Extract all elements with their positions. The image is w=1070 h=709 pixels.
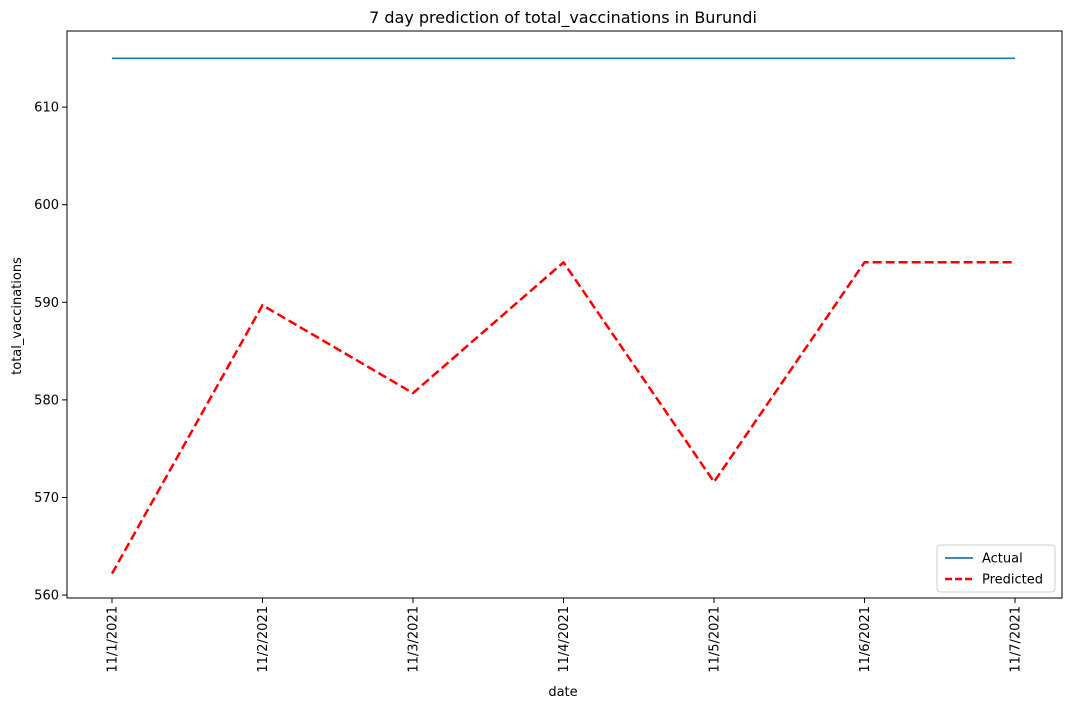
x-tick-label: 11/4/2021 [557,606,572,673]
y-axis-label: total_vaccinations [10,257,25,375]
y-tick-label: 600 [34,198,59,213]
y-axis: 560 570 580 590 600 610 [34,101,67,604]
legend: Actual Predicted [936,544,1056,593]
y-tick-label: 580 [34,393,59,408]
legend-label-actual: Actual [982,552,1023,567]
x-tick-label: 11/6/2021 [858,606,873,673]
x-tick-label: 11/1/2021 [106,606,121,673]
plot-area-frame [66,30,1063,599]
legend-label-predicted: Predicted [982,573,1043,588]
x-axis: 11/1/2021 11/2/2021 11/3/2021 11/4/2021 11/5… [106,598,1024,673]
x-axis-label: date [548,685,577,700]
y-tick-label: 570 [34,491,59,506]
x-tick-label: 11/7/2021 [1009,606,1024,673]
series-layer [110,57,1015,575]
series-line-predicted [110,261,1015,575]
y-tick-label: 610 [34,101,59,116]
x-tick-label: 11/5/2021 [708,606,723,673]
chart-title: 7 day prediction of total_vaccinations i… [369,8,757,28]
y-tick-label: 560 [34,589,59,604]
y-tick-label: 590 [34,296,59,311]
x-tick-label: 11/3/2021 [407,606,422,673]
x-tick-label: 11/2/2021 [256,606,271,673]
